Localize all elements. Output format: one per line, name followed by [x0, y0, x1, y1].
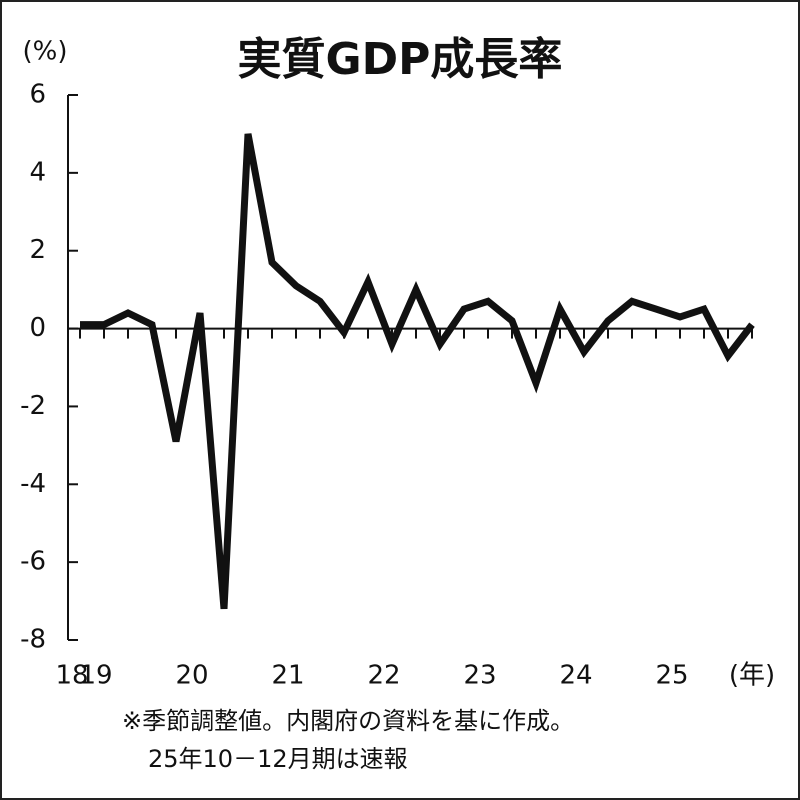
y-tick-label: -2	[20, 391, 46, 421]
y-tick-label: 0	[29, 313, 46, 343]
note: ※季節調整値。内閣府の資料を基に作成。	[122, 707, 574, 735]
chart-title: 実質GDP成長率	[238, 34, 563, 85]
y-tick-label: -6	[20, 547, 46, 577]
y-tick-label: 4	[29, 157, 46, 187]
x-tick-label: 24	[559, 661, 592, 691]
note: 25年10－12月期は速報	[148, 745, 408, 773]
x-tick-label: 23	[463, 661, 496, 691]
x-tick-label: 25	[655, 661, 688, 691]
x-tick-label: 22	[367, 661, 400, 691]
x-tick-label: 19	[79, 661, 112, 691]
x-tick-label: 21	[271, 661, 304, 691]
x-unit: (年)	[729, 661, 775, 691]
y-tick-label: -4	[20, 469, 46, 499]
y-tick-label: 2	[29, 235, 46, 265]
line-series	[80, 133, 755, 610]
y-unit: (%)	[23, 37, 68, 67]
y-tick-label: -8	[20, 625, 46, 655]
y-tick-label: 6	[29, 80, 46, 110]
x-tick-label: 20	[175, 661, 208, 691]
x-tick-label: 18	[55, 661, 88, 691]
